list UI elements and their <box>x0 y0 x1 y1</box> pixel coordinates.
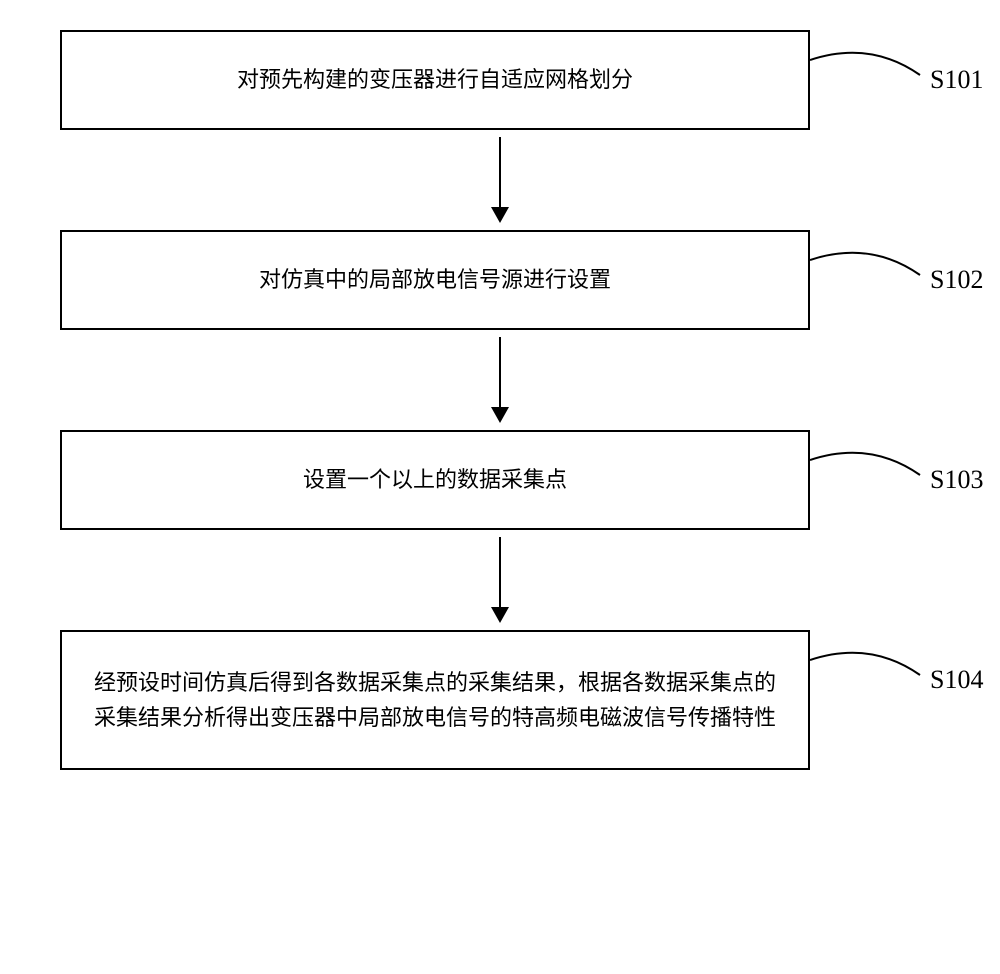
step-label-s103: S103 <box>930 465 983 495</box>
arrow-line <box>499 337 501 407</box>
step-wrapper-2: 对仿真中的局部放电信号源进行设置 S102 <box>60 230 940 330</box>
connector-s101 <box>810 30 940 90</box>
step-label-s102: S102 <box>930 265 983 295</box>
arrow-head-icon <box>491 407 509 423</box>
step-wrapper-4: 经预设时间仿真后得到各数据采集点的采集结果，根据各数据采集点的采集结果分析得出变… <box>60 630 940 770</box>
connector-s103 <box>810 430 940 490</box>
connector-s104 <box>810 630 940 690</box>
step-box-s101: 对预先构建的变压器进行自适应网格划分 <box>60 30 810 130</box>
step-text-s104: 经预设时间仿真后得到各数据采集点的采集结果，根据各数据采集点的采集结果分析得出变… <box>92 665 778 735</box>
arrow-head-icon <box>491 207 509 223</box>
step-wrapper-3: 设置一个以上的数据采集点 S103 <box>60 430 940 530</box>
step-wrapper-1: 对预先构建的变压器进行自适应网格划分 S101 <box>60 30 940 130</box>
step-label-s104: S104 <box>930 665 983 695</box>
step-box-s102: 对仿真中的局部放电信号源进行设置 <box>60 230 810 330</box>
arrow-line <box>499 137 501 207</box>
arrow-line <box>499 537 501 607</box>
arrow-3-4 <box>125 530 875 630</box>
arrow-head-icon <box>491 607 509 623</box>
step-text-s103: 设置一个以上的数据采集点 <box>303 462 567 497</box>
step-box-s104: 经预设时间仿真后得到各数据采集点的采集结果，根据各数据采集点的采集结果分析得出变… <box>60 630 810 770</box>
arrow-2-3 <box>125 330 875 430</box>
step-text-s101: 对预先构建的变压器进行自适应网格划分 <box>237 62 633 97</box>
flowchart-container: 对预先构建的变压器进行自适应网格划分 S101 对仿真中的局部放电信号源进行设置… <box>60 30 940 770</box>
step-text-s102: 对仿真中的局部放电信号源进行设置 <box>259 262 611 297</box>
arrow-1-2 <box>125 130 875 230</box>
step-box-s103: 设置一个以上的数据采集点 <box>60 430 810 530</box>
step-label-s101: S101 <box>930 65 983 95</box>
connector-s102 <box>810 230 940 290</box>
